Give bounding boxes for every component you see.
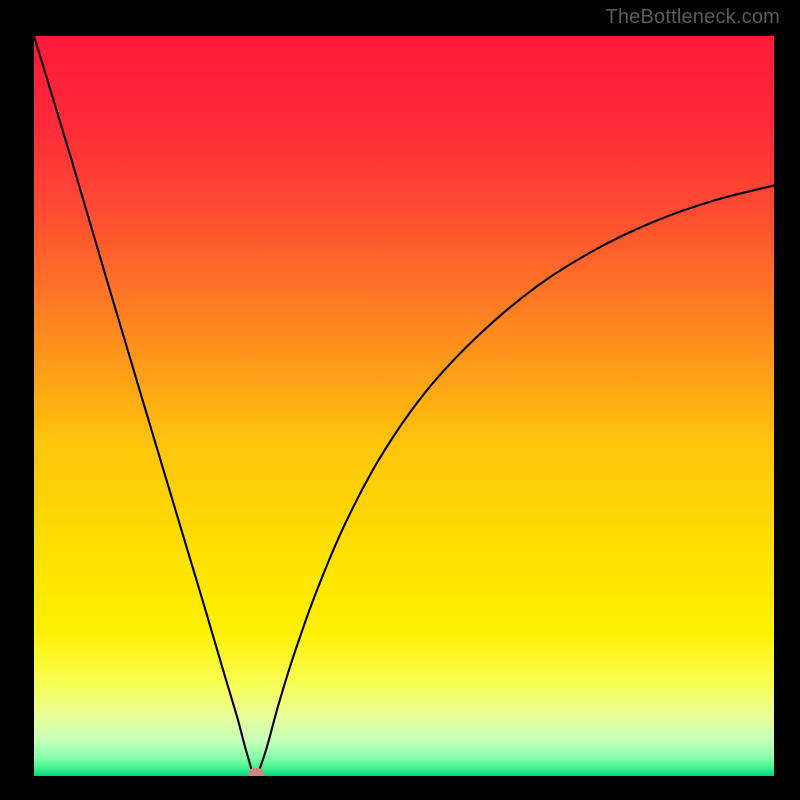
- chart-container: TheBottleneck.com: [0, 0, 800, 800]
- plot-area: [34, 36, 774, 776]
- watermark-text: TheBottleneck.com: [605, 6, 780, 29]
- plot-svg: [34, 36, 774, 776]
